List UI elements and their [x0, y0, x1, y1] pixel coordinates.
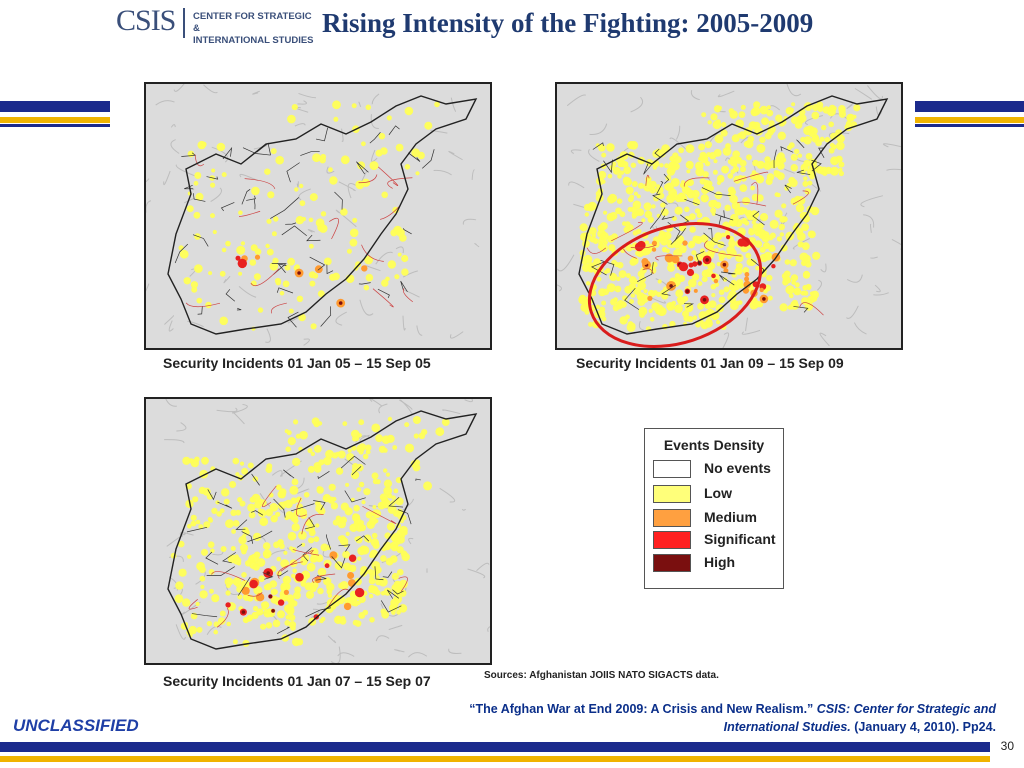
map-2007 — [144, 397, 492, 665]
legend-label: High — [704, 554, 736, 570]
left-navy-stripe — [0, 101, 110, 112]
legend-label: Medium — [704, 509, 757, 525]
right-gold-stripe — [915, 117, 1024, 123]
map-2005 — [144, 82, 492, 350]
sources-note: Sources: Afghanistan JOIIS NATO SIGACTS … — [484, 670, 719, 681]
highlight-ring — [587, 221, 763, 349]
logo-divider — [183, 8, 185, 38]
map-2005-caption: Security Incidents 01 Jan 05 – 15 Sep 05 — [163, 355, 431, 371]
footer-navy-stripe — [0, 742, 990, 752]
legend-swatch — [653, 485, 691, 503]
map-2007-caption: Security Incidents 01 Jan 07 – 15 Sep 07 — [163, 673, 431, 689]
legend-label: Low — [704, 485, 732, 501]
map-2009-caption: Security Incidents 01 Jan 09 – 15 Sep 09 — [576, 355, 844, 371]
legend-label: Significant — [704, 531, 776, 547]
left-gold-stripe — [0, 117, 110, 123]
classification-label: UNCLASSIFIED — [13, 716, 139, 735]
csis-logo: CSIS — [116, 4, 176, 37]
right-navy-stripe — [915, 101, 1024, 112]
citation-quote: “The Afghan War at End 2009: A Crisis an… — [469, 702, 814, 716]
page-number: 30 — [1000, 739, 1014, 753]
legend-title: Events Density — [663, 437, 765, 453]
left-navy-thin — [0, 124, 110, 127]
legend-swatch — [653, 554, 691, 572]
legend-swatch — [653, 460, 691, 478]
events-density-legend: Events Density No events Low Medium Sign… — [644, 428, 784, 589]
logo-subtitle-line2: INTERNATIONAL STUDIES — [193, 35, 314, 46]
logo-subtitle-line1: CENTER FOR STRATEGIC & — [193, 11, 312, 34]
citation: “The Afghan War at End 2009: A Crisis an… — [416, 700, 996, 736]
citation-publisher: CSIS: Center for Strategic and Internati… — [723, 702, 996, 734]
citation-date: (January 4, 2010). Pp24. — [854, 720, 996, 734]
legend-swatch — [653, 531, 691, 549]
legend-label: No events — [704, 460, 771, 476]
map-2009 — [555, 82, 903, 350]
right-navy-thin — [915, 124, 1024, 127]
logo-subtitle: CENTER FOR STRATEGIC & INTERNATIONAL STU… — [193, 11, 318, 47]
legend-swatch — [653, 509, 691, 527]
slide-title: Rising Intensity of the Fighting: 2005-2… — [322, 8, 814, 38]
footer-gold-stripe — [0, 756, 990, 762]
